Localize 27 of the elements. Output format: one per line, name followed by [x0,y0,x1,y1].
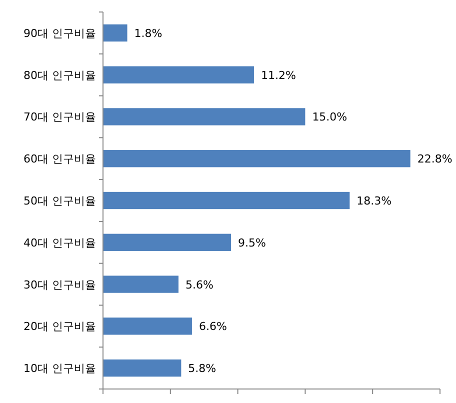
data-label: 1.8% [134,26,162,40]
y-tick-label: 80대 인구비율 [24,68,96,82]
data-label: 5.8% [188,362,216,376]
bar [103,108,306,126]
y-tick-label: 10대 인구비율 [24,362,96,376]
y-tick-label: 60대 인구비율 [24,152,96,166]
data-label: 6.6% [198,320,227,334]
data-label: 22.8% [417,152,452,166]
bar [103,359,182,377]
y-tick-label: 20대 인구비율 [24,320,96,334]
data-label: 11.2% [260,68,296,82]
bar [103,24,128,42]
y-tick-label: 50대 인구비율 [24,194,96,208]
bar [103,318,192,335]
bar [103,192,350,210]
y-tick-label: 70대 인구비율 [24,110,96,124]
data-label: 9.5% [238,236,266,250]
data-label: 18.3% [356,194,392,208]
bar [103,66,254,84]
bar [103,276,178,293]
y-tick-label: 40대 인구비율 [24,236,96,250]
data-label: 5.6% [185,278,214,292]
data-label: 15.0% [312,110,348,124]
y-tick-label: 30대 인구비율 [24,278,96,292]
bar [103,234,232,251]
bar [103,150,410,168]
y-tick-label: 90대 인구비율 [24,26,96,40]
